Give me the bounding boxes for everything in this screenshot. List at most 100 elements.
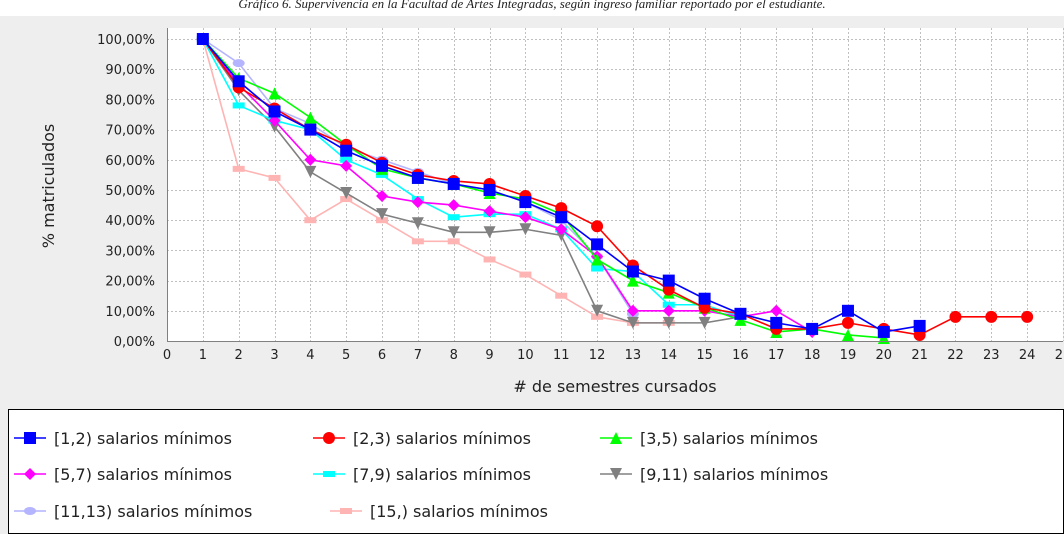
legend-item: [7,9) salarios mínimos [313, 465, 531, 484]
data-point [483, 226, 496, 239]
data-point [411, 171, 424, 184]
data-point [662, 283, 675, 296]
x-tick-label: 25 [1055, 348, 1064, 363]
x-tick-label: 3 [270, 348, 278, 363]
data-point [268, 87, 281, 100]
legend-marker [323, 471, 335, 477]
data-point [411, 196, 424, 209]
data-point [591, 265, 604, 272]
data-point [591, 220, 604, 233]
data-point [662, 274, 675, 287]
data-point [841, 316, 854, 329]
series-line [202, 38, 741, 324]
data-point [519, 223, 532, 236]
data-point [555, 292, 568, 299]
data-point [555, 202, 568, 215]
data-point [985, 310, 998, 323]
x-tick-label: 7 [414, 348, 422, 363]
data-point [232, 165, 245, 172]
data-point [483, 184, 496, 196]
y-tick-label: 30,00% [105, 244, 155, 259]
data-point [447, 226, 460, 239]
data-point [340, 159, 353, 172]
data-point [949, 310, 962, 323]
data-point [340, 144, 353, 157]
data-point [376, 208, 389, 221]
data-point [555, 211, 568, 224]
legend-item: [1,2) salarios mínimos [14, 429, 232, 448]
plot-area [167, 28, 1063, 341]
x-tick-label: 5 [342, 348, 350, 363]
data-point [232, 75, 245, 88]
data-point [913, 319, 926, 332]
x-tick-label: 11 [553, 348, 570, 363]
series-line [202, 38, 741, 318]
legend-item: [15,) salarios mínimos [330, 502, 548, 521]
data-point [483, 205, 496, 218]
x-tick-label: 2 [235, 348, 243, 363]
x-tick-label: 6 [378, 348, 386, 363]
data-point [519, 196, 532, 209]
legend-marker [323, 432, 335, 444]
data-point [376, 171, 389, 178]
legend-marker [24, 432, 36, 444]
data-point [411, 217, 424, 230]
series-layer [196, 33, 1034, 344]
y-tick-label: 20,00% [105, 275, 155, 290]
data-point [555, 223, 568, 236]
data-point [591, 313, 604, 320]
data-point [340, 156, 353, 163]
x-tick-label: 20 [876, 348, 893, 363]
data-point [447, 177, 460, 190]
legend-item: [3,5) salarios mínimos [600, 429, 818, 448]
legend-label: [9,11) salarios mínimos [640, 465, 828, 484]
legend-label: [3,5) salarios mínimos [640, 429, 818, 448]
data-point [196, 33, 209, 45]
data-point [770, 316, 783, 329]
x-tick-label: 15 [696, 348, 713, 363]
data-point [662, 301, 675, 308]
x-tick-label: 24 [1019, 348, 1036, 363]
data-point [662, 304, 675, 317]
data-point [340, 187, 353, 200]
legend: [1,2) salarios mínimos [2,3) salarios mín… [14, 429, 828, 521]
data-point [304, 111, 317, 124]
data-point [232, 102, 245, 109]
data-point [376, 217, 389, 224]
data-point [411, 238, 424, 245]
data-point [591, 253, 604, 266]
x-tick-label: 12 [589, 348, 606, 363]
y-tick-label: 90,00% [105, 63, 155, 78]
data-point [913, 328, 926, 341]
x-tick-label: 14 [660, 348, 677, 363]
y-tick-label: 10,00% [105, 305, 155, 320]
data-point [591, 304, 604, 317]
data-point [340, 196, 353, 203]
data-point [591, 238, 604, 251]
y-tick-label: 70,00% [105, 124, 155, 139]
data-point [770, 304, 783, 317]
data-point [877, 325, 890, 338]
legend-marker [24, 468, 36, 480]
legend-item: [9,11) salarios mínimos [600, 465, 828, 484]
x-tick-label: 4 [306, 348, 314, 363]
data-point [268, 174, 281, 181]
legend-marker [340, 508, 352, 514]
data-point [483, 256, 496, 263]
data-point [626, 316, 639, 329]
data-point [626, 265, 639, 278]
legend-label: [2,3) salarios mínimos [353, 429, 531, 448]
data-point [447, 238, 460, 245]
legend-label: [7,9) salarios mínimos [353, 465, 531, 484]
data-point [841, 328, 854, 341]
data-point [268, 105, 281, 118]
y-tick-label: 100,00% [97, 33, 155, 48]
x-tick-label: 22 [947, 348, 964, 363]
data-point [376, 159, 389, 172]
data-point [304, 153, 317, 166]
data-point [734, 307, 747, 320]
data-point [698, 292, 711, 305]
legend-item: [11,13) salarios mínimos [14, 502, 252, 521]
data-point [376, 190, 389, 203]
